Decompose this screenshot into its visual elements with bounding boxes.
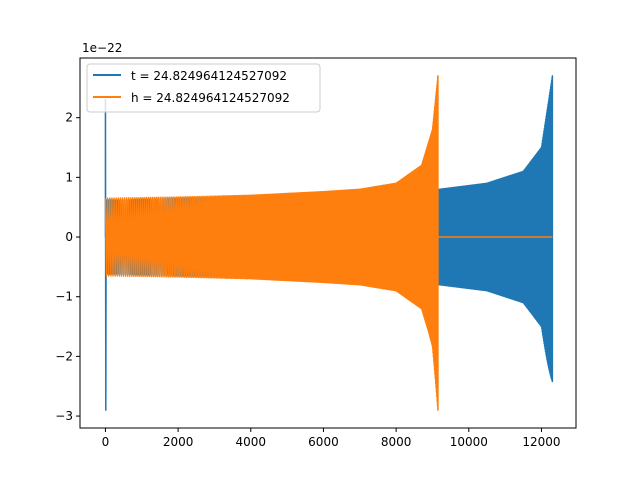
x-tick-label: 4000 [236, 435, 267, 449]
y-tick-label: 1 [65, 170, 73, 184]
x-tick-label: 10000 [450, 435, 488, 449]
y-axis: −3 −2 −1 0 1 2 [55, 111, 80, 423]
plot-frame [79, 57, 577, 429]
y-offset-label: 1e−22 [82, 41, 122, 55]
x-tick-label: 12000 [522, 435, 560, 449]
legend-box [86, 63, 321, 113]
x-tick-label: 2000 [163, 435, 194, 449]
x-tick-label: 6000 [308, 435, 339, 449]
y-tick-label: −2 [55, 349, 73, 363]
x-tick-label: 0 [102, 435, 110, 449]
series-layer [104, 75, 554, 411]
x-axis: 0 2000 4000 6000 8000 10000 12000 [102, 428, 561, 449]
x-tick-label: 8000 [381, 435, 412, 449]
y-tick-label: 2 [65, 111, 73, 125]
series-line-h [104, 75, 553, 411]
legend-label-t: t = 24.824964124527092 [131, 69, 287, 83]
y-tick-label: 0 [65, 230, 73, 244]
y-tick-label: −3 [55, 409, 73, 423]
legend-label-h: h = 24.824964124527092 [131, 91, 290, 105]
legend: t = 24.824964124527092 h = 24.8249641245… [86, 63, 321, 113]
y-tick-label: −1 [55, 290, 73, 304]
